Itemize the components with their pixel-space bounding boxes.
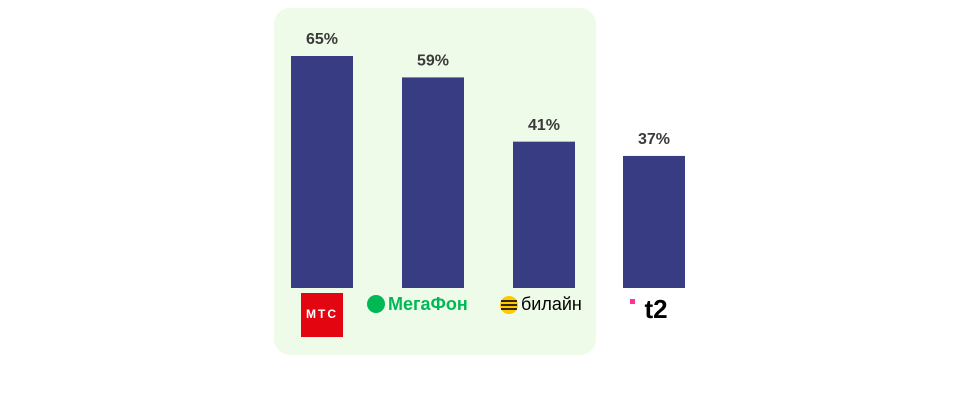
bar: [402, 77, 464, 289]
bar: [623, 155, 685, 288]
bar: [513, 141, 575, 288]
mts-logo: [301, 293, 343, 337]
bar: [291, 56, 353, 288]
value-label: 37%: [638, 131, 670, 148]
value-label: 41%: [528, 117, 560, 134]
t2-dot: [630, 299, 635, 304]
value-label: 59%: [417, 53, 449, 70]
value-label: 65%: [306, 31, 338, 48]
x-tick-label: МегаФон: [388, 294, 468, 314]
x-tick-label: t2: [644, 294, 667, 324]
x-tick-label: билайн: [521, 294, 582, 314]
x-tick-label: МТС: [306, 307, 338, 321]
megafon-icon: [367, 295, 385, 313]
